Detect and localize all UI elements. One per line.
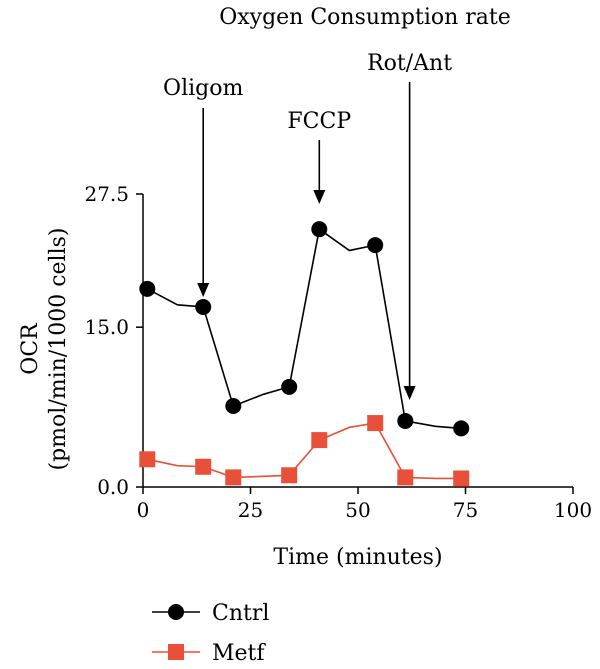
series-line-cntrl <box>146 227 462 430</box>
data-point-metf <box>281 467 298 484</box>
data-point-cntrl <box>281 378 298 395</box>
data-point-metf <box>195 458 212 475</box>
series <box>139 221 470 487</box>
x-tick-label: 75 <box>453 498 478 522</box>
annotation-arrow-head <box>403 386 416 400</box>
legend-marker-metf <box>168 644 184 660</box>
annotation-label: Oligom <box>163 76 243 101</box>
y-tick-label: 27.5 <box>84 182 129 206</box>
annotation-arrow-head <box>197 283 210 297</box>
annotation-label: FCCP <box>287 109 351 134</box>
data-point-cntrl <box>367 237 384 254</box>
x-tick-label: 50 <box>345 498 370 522</box>
series-line-metf <box>147 422 462 480</box>
axes: 0 25 50 75 100 0.0 15.0 27.5 <box>84 182 592 522</box>
data-point-cntrl <box>195 298 212 315</box>
data-point-metf <box>311 432 328 449</box>
data-point-cntrl <box>453 420 470 437</box>
x-axis-label: Time (minutes) <box>273 545 442 570</box>
legend-marker-cntrl <box>168 604 184 620</box>
data-point-cntrl <box>225 398 242 415</box>
legend: Cntrl Metf <box>152 601 269 666</box>
annotation-arrow-head <box>313 190 326 204</box>
y-tick-label: 0.0 <box>97 475 129 499</box>
x-tick-label: 25 <box>238 498 263 522</box>
data-point-metf <box>453 470 470 487</box>
annotation-label: Rot/Ant <box>367 51 452 76</box>
data-point-metf <box>225 469 242 486</box>
y-axis-label-line2: (pmol/min/1000 cells) <box>46 228 71 471</box>
data-point-metf <box>367 415 384 432</box>
annotations: Oligom FCCP Rot/Ant <box>163 51 452 400</box>
y-tick-label: 15.0 <box>84 315 129 339</box>
y-axis-label-line1: OCR <box>18 322 43 375</box>
legend-label-metf: Metf <box>212 641 266 666</box>
data-point-cntrl <box>311 221 328 238</box>
data-point-cntrl <box>139 280 156 297</box>
x-tick-label: 100 <box>554 498 592 522</box>
data-point-cntrl <box>397 412 414 429</box>
data-point-metf <box>397 469 414 486</box>
chart-title: Oxygen Consumption rate <box>219 5 511 30</box>
x-tick-label: 0 <box>137 498 150 522</box>
legend-label-cntrl: Cntrl <box>212 601 269 626</box>
data-point-metf <box>139 451 156 468</box>
